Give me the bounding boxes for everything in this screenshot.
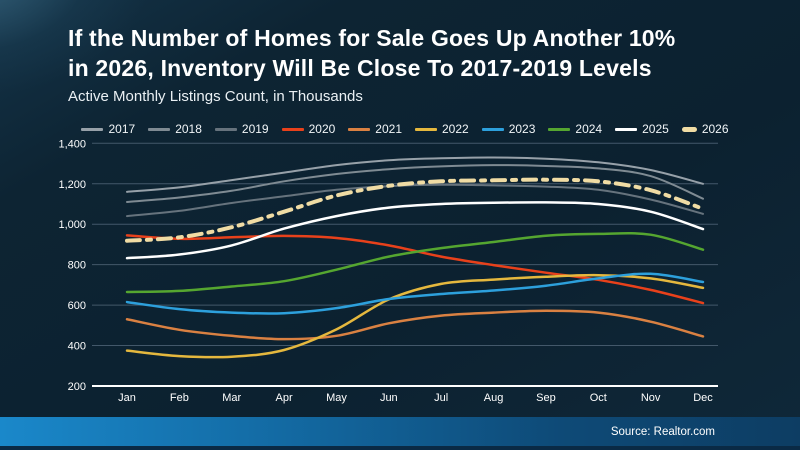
footer-band: Source: Realtor.com [0, 417, 800, 446]
x-tick-label: Jun [380, 392, 398, 404]
y-tick-label: 600 [68, 300, 86, 312]
legend-item-2022: 2022 [415, 122, 469, 136]
legend-label: 2017 [108, 122, 136, 136]
series-line-2017 [126, 156, 704, 193]
legend-item-2019: 2019 [214, 122, 269, 136]
series-lines [125, 156, 705, 359]
y-tick-label: 1,000 [58, 219, 86, 231]
legend-swatch-2026 [681, 126, 697, 132]
series-line-2026 [125, 177, 705, 243]
x-tick-label: Oct [590, 392, 607, 404]
x-tick-label: Apr [276, 392, 293, 404]
legend-swatch-2025 [615, 127, 638, 131]
x-tick-label: May [326, 392, 347, 404]
legend-item-2026: 2026 [681, 122, 729, 136]
page-title: If the Number of Homes for Sale Goes Up … [68, 24, 728, 84]
legend-label: 2025 [642, 122, 669, 136]
x-tick-label: Nov [641, 392, 661, 404]
gridlines [92, 142, 718, 387]
legend-label: 2022 [442, 122, 469, 136]
legend-label: 2018 [175, 122, 202, 136]
y-tick-label: 400 [68, 341, 86, 353]
title-line-1: If the Number of Homes for Sale Goes Up … [68, 25, 676, 51]
legend-swatch-2020 [281, 127, 304, 131]
x-tick-label: Mar [222, 392, 241, 404]
y-tick-label: 800 [68, 260, 86, 272]
x-tick-label: Sep [536, 392, 556, 404]
x-axis-labels: Jan Feb Mar Apr May Jun Jul Aug Sep Oct Nov Dec [118, 392, 713, 404]
legend-swatch-2023 [481, 127, 504, 131]
source-attribution: Source: Realtor.com [610, 425, 715, 438]
legend-swatch-2021 [348, 127, 371, 131]
y-axis-labels: 1,400 1,200 1,000 800 600 400 200 [58, 138, 86, 393]
legend-item-2021: 2021 [348, 122, 402, 136]
series-line-2020 [125, 234, 705, 305]
chart-subtitle: Active Monthly Listings Count, in Thousa… [68, 88, 363, 105]
legend-item-2020: 2020 [281, 122, 336, 136]
legend-swatch-2024 [548, 127, 571, 131]
y-tick-label: 1,200 [58, 179, 86, 191]
legend-label: 2026 [701, 122, 729, 136]
series-line-2022 [125, 273, 705, 359]
series-line-2023 [125, 272, 705, 315]
series-line-2021 [125, 309, 705, 341]
legend-label: 2024 [575, 122, 603, 136]
series-line-2025 [125, 201, 705, 260]
legend-item-2018: 2018 [148, 122, 202, 136]
legend-item-2024: 2024 [548, 122, 602, 136]
legend-item-2017: 2017 [81, 122, 135, 136]
x-tick-label: Aug [484, 392, 504, 404]
legend-label: 2019 [241, 122, 269, 136]
x-tick-label: Feb [170, 392, 189, 404]
series-line-2018 [126, 164, 704, 203]
legend-swatch-2018 [148, 127, 171, 131]
y-tick-label: 1,400 [58, 138, 86, 150]
chart-legend: 2017 2018 2019 2020 2021 2022 2023 2024 2025 2026 [81, 121, 729, 137]
legend-label: 2020 [308, 122, 336, 136]
legend-label: 2021 [375, 122, 402, 136]
legend-label: 2023 [508, 122, 536, 136]
legend-swatch-2022 [415, 127, 437, 131]
series-line-2019 [126, 183, 704, 218]
y-tick-label: 200 [68, 381, 86, 393]
title-line-2: in 2026, Inventory Will Be Close To 2017… [68, 54, 652, 81]
legend-item-2025: 2025 [615, 122, 669, 136]
legend-swatch-2019 [214, 127, 237, 131]
x-tick-label: Dec [693, 392, 713, 404]
x-tick-label: Jul [434, 392, 448, 404]
footer-bottom-strip [0, 446, 800, 450]
legend-item-2023: 2023 [481, 122, 536, 136]
series-line-2024 [125, 232, 705, 294]
legend-swatch-2017 [81, 127, 104, 131]
x-tick-label: Jan [118, 392, 136, 404]
